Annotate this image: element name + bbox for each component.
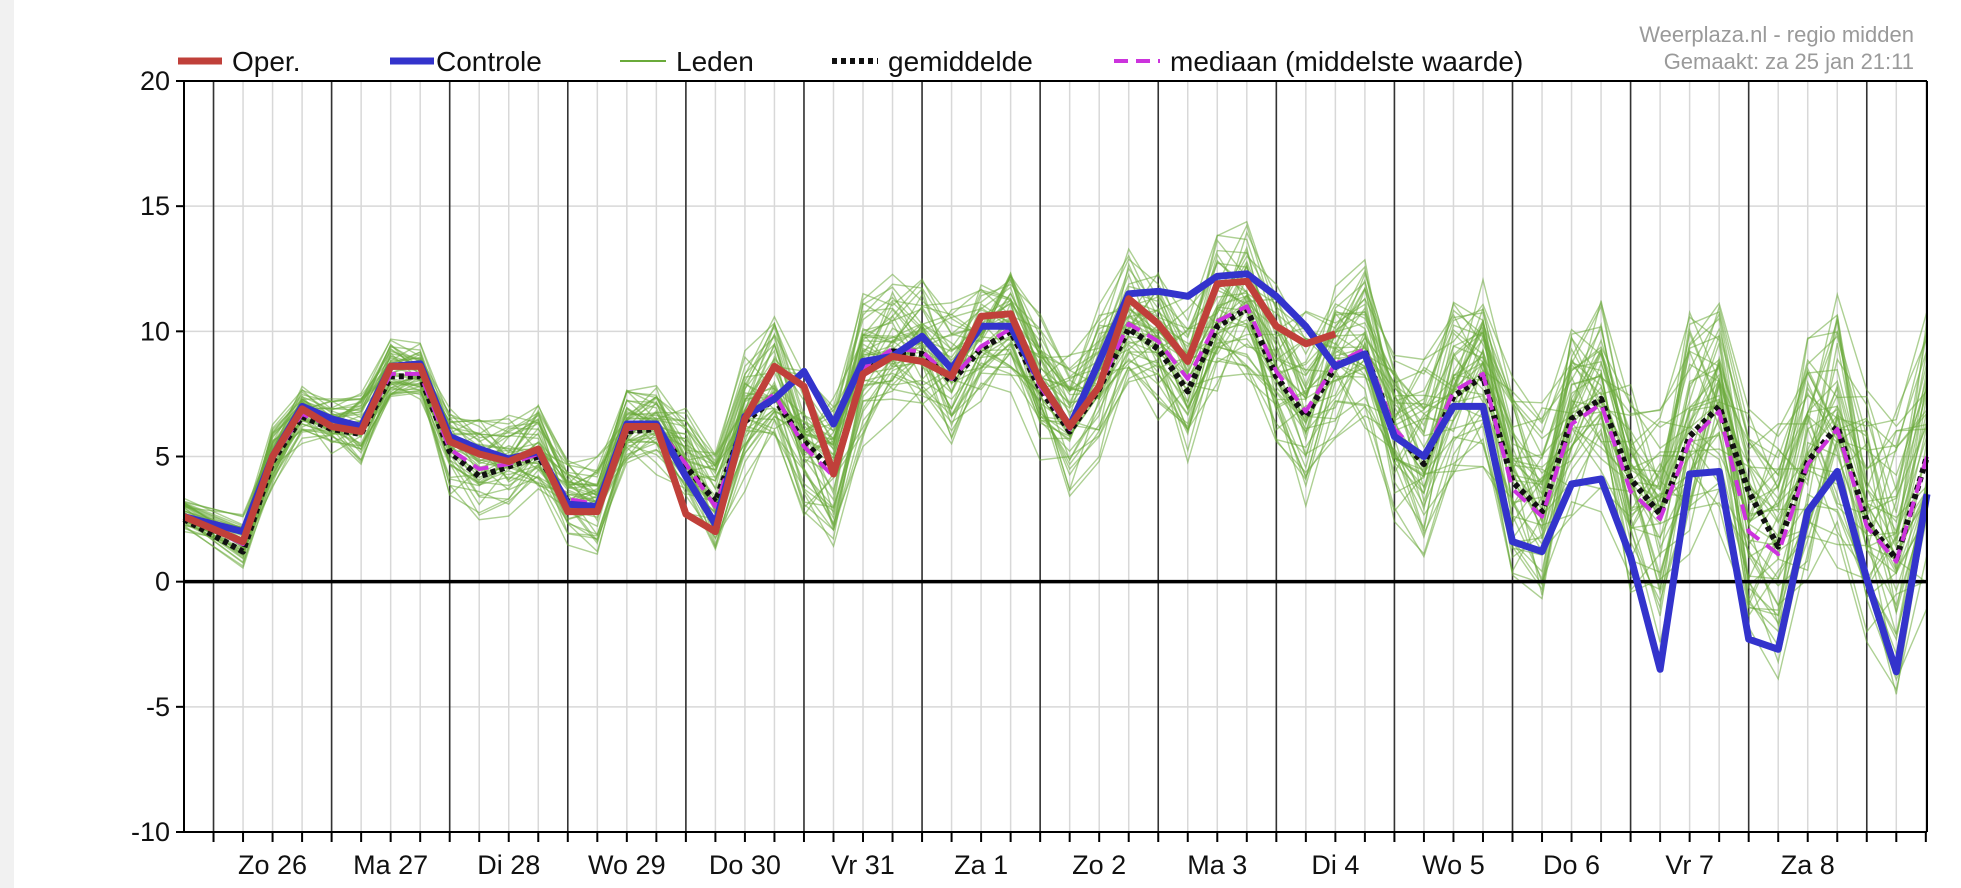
series-line-oper — [182, 277, 1337, 546]
source-made: Gemaakt: za 25 jan 21:11 — [1664, 49, 1914, 74]
ensemble-member-line — [183, 358, 1928, 695]
x-day-label: Wo 5 — [1422, 850, 1485, 880]
source-site: Weerplaza.nl - regio midden — [1639, 22, 1914, 47]
x-day-label: Zo 26 — [238, 850, 307, 880]
x-day-label: Za 1 — [954, 850, 1008, 880]
ensemble-member-line — [183, 295, 1928, 593]
x-day-label: Zo 2 — [1072, 850, 1126, 880]
page-left-border — [0, 0, 14, 888]
y-tick-label: 5 — [155, 442, 170, 472]
y-tick-label: -10 — [131, 817, 170, 847]
x-day-label: Vr 7 — [1665, 850, 1714, 880]
x-day-label: Do 30 — [709, 850, 781, 880]
x-day-label: Di 28 — [477, 850, 540, 880]
legend-label-controle: Controle — [436, 46, 542, 77]
series-line-gemiddelde — [182, 305, 1930, 563]
series-layer — [182, 270, 1931, 676]
ensemble-member-line — [183, 230, 1928, 572]
x-day-label: Ma 27 — [353, 850, 428, 880]
ensemble-member-line — [183, 273, 1928, 535]
legend-label-gemiddelde: gemiddelde — [888, 46, 1033, 77]
y-tick-label: 20 — [140, 66, 170, 96]
x-day-label: Do 6 — [1543, 850, 1600, 880]
ensemble-member-line — [183, 262, 1928, 550]
y-tick-label: 0 — [155, 567, 170, 597]
y-tick-label: 15 — [140, 191, 170, 221]
legend-label-mediaan: mediaan (middelste waarde) — [1170, 46, 1523, 77]
ensemble-member-line — [183, 234, 1928, 525]
legend-label-leden: Leden — [676, 46, 754, 77]
x-day-label: Di 4 — [1311, 850, 1359, 880]
x-day-label: Vr 31 — [831, 850, 895, 880]
ensemble-member-line — [183, 265, 1928, 518]
ensemble-member-line — [183, 317, 1928, 628]
x-day-label: Wo 29 — [588, 850, 666, 880]
chart-legend: Oper. Controle Leden gemiddelde mediaan … — [178, 46, 1523, 77]
y-tick-label: -5 — [146, 692, 170, 722]
ensemble-member-line — [183, 306, 1928, 635]
ensemble-member-line — [183, 223, 1928, 545]
ensemble-member-line — [183, 260, 1928, 534]
ensemble-member-line — [183, 318, 1928, 657]
legend-label-oper: Oper. — [232, 46, 300, 77]
x-day-label: Za 8 — [1781, 850, 1835, 880]
axis-layer: -10 -5 0 5 10 15 20 Zo 26 Ma 27 Di 28 Wo 29 Do 30 Vr… — [131, 66, 1928, 880]
y-tick-label: 10 — [140, 316, 170, 346]
x-day-label: Ma 3 — [1187, 850, 1247, 880]
